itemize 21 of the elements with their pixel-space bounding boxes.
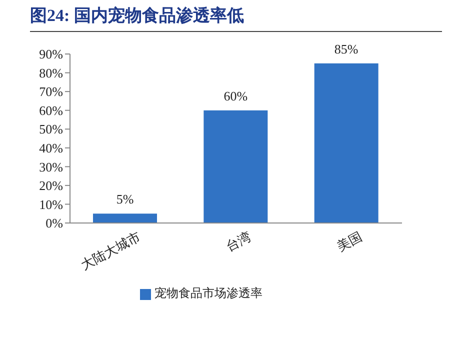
y-tick-label: 0% xyxy=(46,216,64,231)
y-tick-label: 20% xyxy=(39,178,64,194)
bar xyxy=(93,214,157,223)
chart-title: 图24: 国内宠物食品渗透率低 xyxy=(30,0,442,32)
y-tick-label: 40% xyxy=(39,140,64,156)
legend-label: 宠物食品市场渗透率 xyxy=(154,286,262,300)
bar xyxy=(314,63,378,223)
y-tick-label: 80% xyxy=(39,65,64,80)
data-label: 5% xyxy=(116,192,134,207)
data-label: 60% xyxy=(224,88,248,104)
x-tick-label: 大陆大城市 xyxy=(78,228,143,273)
data-label: 85% xyxy=(334,41,358,56)
y-tick-label: 70% xyxy=(39,84,64,100)
y-tick-label: 60% xyxy=(39,102,64,118)
y-tick-label: 30% xyxy=(39,159,64,174)
y-tick-label: 90% xyxy=(39,46,64,62)
bar xyxy=(204,110,268,223)
y-tick-label: 10% xyxy=(39,196,64,212)
y-tick-label: 50% xyxy=(39,122,64,137)
x-tick-label: 美国 xyxy=(334,228,364,254)
x-tick-label: 台湾 xyxy=(224,228,254,254)
